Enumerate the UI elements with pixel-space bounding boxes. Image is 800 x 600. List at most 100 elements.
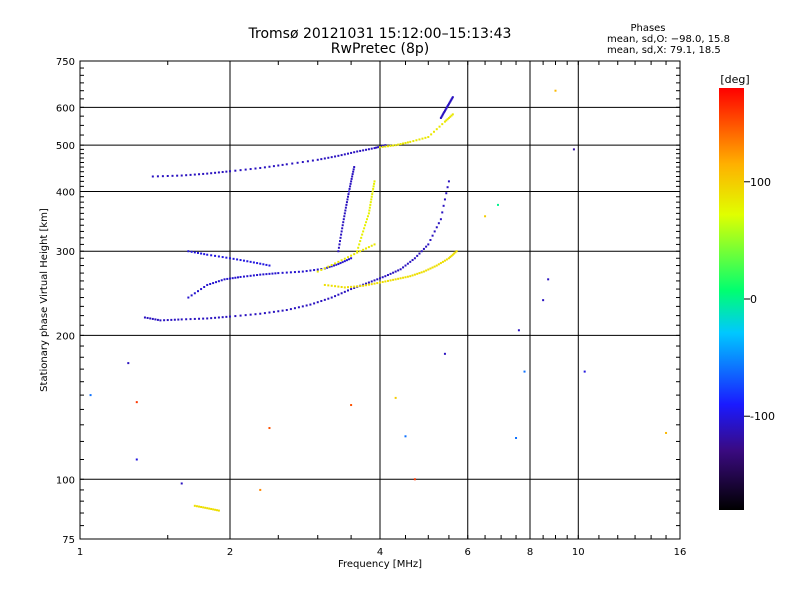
data-point: [320, 158, 323, 161]
data-point: [340, 259, 343, 262]
data-point: [316, 158, 319, 161]
data-point: [409, 260, 412, 263]
data-point: [281, 309, 284, 312]
data-point: [350, 180, 353, 183]
data-point: [345, 203, 348, 206]
data-point: [350, 151, 353, 154]
data-point: [208, 507, 211, 510]
data-point: [373, 279, 376, 282]
data-point: [323, 283, 326, 286]
data-point: [365, 148, 368, 151]
y-tick-label: 750: [56, 57, 75, 68]
data-point: [367, 283, 370, 286]
data-point: [348, 187, 351, 190]
data-point: [373, 182, 376, 185]
data-point: [384, 145, 387, 148]
data-point: [409, 140, 412, 143]
data-point: [350, 288, 353, 291]
data-point: [370, 195, 373, 198]
data-points: [89, 89, 668, 512]
data-point: [455, 250, 458, 253]
data-point: [166, 174, 169, 177]
y-tick-label: 600: [56, 103, 75, 114]
y-axis-label: Stationary phase Virtual Height [km]: [39, 208, 50, 392]
data-point: [214, 508, 217, 511]
data-point: [225, 315, 228, 318]
chart-title-line1: Tromsø 20121031 15:12:00–15:13:43: [248, 26, 512, 42]
data-point: [365, 218, 368, 221]
data-point: [399, 277, 402, 280]
data-point: [330, 264, 333, 267]
data-point: [296, 161, 299, 164]
data-point: [166, 319, 169, 322]
x-tick-label: 8: [527, 547, 533, 558]
data-point: [394, 270, 397, 273]
data-point: [210, 507, 213, 510]
data-point: [399, 268, 402, 271]
data-point: [376, 282, 379, 285]
data-point: [246, 275, 249, 278]
data-point: [256, 262, 259, 265]
data-point: [364, 224, 367, 227]
data-point: [445, 119, 448, 122]
data-point: [363, 227, 366, 230]
colorbar-ticks: 100 0 -100: [744, 176, 775, 423]
data-point: [203, 285, 206, 288]
data-point: [406, 141, 409, 144]
data-point: [381, 145, 384, 148]
data-point: [193, 317, 196, 320]
data-point: [196, 251, 199, 254]
data-point: [381, 276, 384, 279]
data-point: [422, 247, 425, 250]
data-point: [268, 427, 271, 430]
data-point: [379, 146, 381, 149]
data-point: [429, 238, 432, 241]
data-point: [206, 253, 209, 256]
data-point: [193, 292, 196, 295]
phases-o-stats: mean, sd,O: −98.0, 15.8: [607, 34, 730, 45]
data-point: [330, 284, 333, 287]
data-point: [348, 190, 351, 193]
data-point: [268, 264, 271, 267]
data-point: [353, 285, 356, 288]
data-point: [445, 192, 448, 195]
data-point: [343, 212, 346, 215]
data-point: [444, 108, 447, 111]
data-point: [406, 275, 409, 278]
data-point: [344, 206, 347, 209]
data-point: [220, 279, 223, 282]
data-point: [416, 254, 419, 257]
data-point: [198, 173, 201, 176]
data-point: [446, 105, 449, 108]
data-point: [413, 273, 416, 276]
data-point: [156, 175, 159, 178]
data-point: [341, 224, 344, 227]
data-point: [397, 269, 400, 272]
data-point: [438, 125, 441, 128]
data-point: [346, 198, 349, 201]
data-point: [334, 295, 337, 298]
data-point: [399, 143, 402, 146]
data-point: [236, 258, 239, 261]
data-point: [254, 167, 257, 170]
data-point: [367, 281, 370, 284]
data-point: [439, 262, 442, 265]
data-point: [412, 140, 415, 143]
data-point: [359, 149, 362, 152]
data-point: [285, 163, 288, 166]
data-point: [176, 174, 179, 177]
data-point: [330, 265, 333, 268]
data-point: [418, 138, 421, 141]
data-point: [346, 256, 349, 259]
data-point: [262, 263, 265, 266]
data-point: [421, 137, 424, 140]
data-point: [554, 89, 557, 92]
data-point: [431, 234, 434, 237]
data-point: [402, 266, 405, 269]
data-point: [187, 296, 190, 299]
data-point: [277, 272, 280, 275]
data-point: [439, 218, 442, 221]
data-point: [154, 318, 157, 321]
data-point: [404, 276, 407, 279]
data-point: [454, 251, 457, 254]
